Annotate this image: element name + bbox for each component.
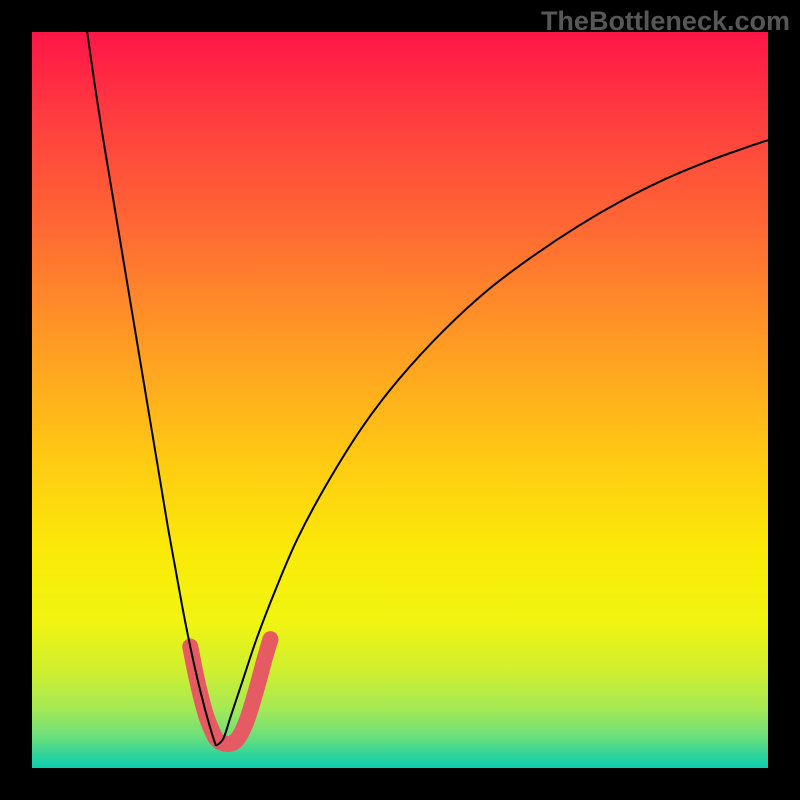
watermark-text: TheBottleneck.com (541, 6, 790, 37)
chart-stage: TheBottleneck.com (0, 0, 800, 800)
gradient-background (32, 32, 768, 768)
bottleneck-chart (32, 32, 768, 768)
